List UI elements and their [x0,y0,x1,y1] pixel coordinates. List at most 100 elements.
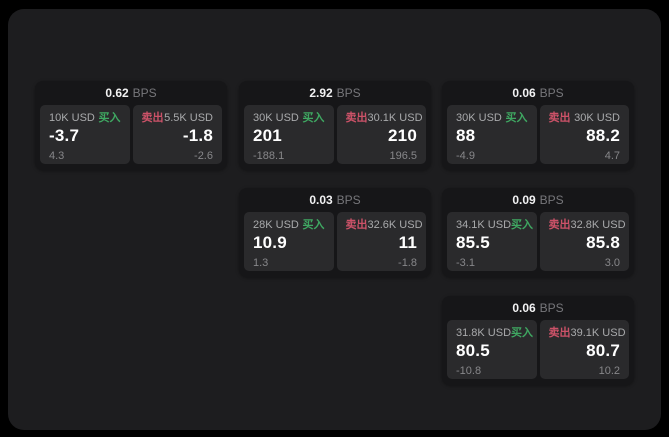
buy-panel-header: 10K USD 买入 [49,112,121,124]
buy-panel-header: 31.8K USD 买入 [456,327,533,339]
buy-amount: 10K USD [49,112,95,124]
sell-price: 85.8 [586,233,620,252]
sell-quote-panel[interactable]: 卖出 5.5K USD -1.8 -2.6 [132,105,222,164]
quote-card: 0.06 BPS 30K USD 买入 88 -4.9 卖出 30K USD 8… [442,81,634,170]
buy-price: 10.9 [253,233,287,252]
quote-card: 2.92 BPS 30K USD 买入 201 -188.1 卖出 30.1K … [239,81,431,170]
bps-header: 2.92 BPS [239,81,431,105]
bps-unit-label: BPS [336,193,361,207]
bps-header: 0.06 BPS [442,81,634,105]
buy-amount: 30K USD [456,112,502,124]
quote-panels: 28K USD 买入 10.9 1.3 卖出 32.6K USD 11 -1.8 [239,212,431,271]
sell-price: 80.7 [586,341,620,360]
sell-amount: 39.1K USD [570,327,626,339]
bps-value: 0.06 [512,86,536,100]
bps-header: 0.03 BPS [239,188,431,212]
buy-delta: -188.1 [253,150,285,162]
sell-panel-header: 卖出 30.1K USD [345,112,423,124]
sell-side-label: 卖出 [345,112,368,124]
sell-delta: -2.6 [194,150,213,162]
buy-quote-panel[interactable]: 34.1K USD 买入 85.5 -3.1 [447,212,537,271]
bps-value: 0.09 [512,193,536,207]
buy-quote-panel[interactable]: 30K USD 买入 201 -188.1 [244,105,334,164]
sell-panel-header: 卖出 32.8K USD [548,219,626,231]
buy-delta: -10.8 [456,365,482,377]
buy-side-label: 买入 [302,219,325,231]
buy-delta: 4.3 [49,150,65,162]
bps-value: 0.06 [512,301,536,315]
sell-panel-header: 卖出 39.1K USD [548,327,626,339]
buy-amount: 30K USD [253,112,299,124]
quote-panels: 30K USD 买入 88 -4.9 卖出 30K USD 88.2 4.7 [442,105,634,164]
sell-price: 11 [398,233,417,252]
sell-price: 210 [388,126,417,145]
bps-header: 0.06 BPS [442,296,634,320]
bps-unit-label: BPS [132,86,157,100]
sell-side-label: 卖出 [548,219,571,231]
buy-side-label: 买入 [302,112,325,124]
quote-card: 0.62 BPS 10K USD 买入 -3.7 4.3 卖出 5.5K USD… [35,81,227,170]
quote-card: 0.06 BPS 31.8K USD 买入 80.5 -10.8 卖出 39.1… [442,296,634,385]
sell-amount: 32.6K USD [367,219,423,231]
buy-quote-panel[interactable]: 10K USD 买入 -3.7 4.3 [40,105,130,164]
quote-panels: 34.1K USD 买入 85.5 -3.1 卖出 32.8K USD 85.8… [442,212,634,271]
buy-delta: -3.1 [456,257,475,269]
sell-quote-panel[interactable]: 卖出 30.1K USD 210 196.5 [336,105,426,164]
buy-side-label: 买入 [511,327,534,339]
sell-delta: -1.8 [398,257,417,269]
buy-price: 201 [253,126,282,145]
sell-delta: 4.7 [604,150,620,162]
quote-card: 0.03 BPS 28K USD 买入 10.9 1.3 卖出 32.6K US… [239,188,431,277]
sell-quote-panel[interactable]: 卖出 39.1K USD 80.7 10.2 [539,320,629,379]
buy-amount: 34.1K USD [456,219,512,231]
sell-delta: 196.5 [389,150,417,162]
buy-panel-header: 28K USD 买入 [253,219,325,231]
quote-panels: 30K USD 买入 201 -188.1 卖出 30.1K USD 210 1… [239,105,431,164]
sell-delta: 10.2 [598,365,620,377]
buy-side-label: 买入 [511,219,534,231]
sell-price: -1.8 [182,126,213,145]
sell-panel-header: 卖出 32.6K USD [345,219,423,231]
sell-amount: 30K USD [574,112,620,124]
bps-unit-label: BPS [539,86,564,100]
bps-value: 0.62 [105,86,129,100]
buy-amount: 31.8K USD [456,327,512,339]
sell-amount: 5.5K USD [164,112,213,124]
bps-unit-label: BPS [336,86,361,100]
sell-price: 88.2 [586,126,620,145]
buy-panel-header: 30K USD 买入 [253,112,325,124]
app-window: 0.62 BPS 10K USD 买入 -3.7 4.3 卖出 5.5K USD… [8,9,661,430]
sell-side-label: 卖出 [548,112,571,124]
buy-panel-header: 30K USD 买入 [456,112,528,124]
sell-quote-panel[interactable]: 卖出 32.8K USD 85.8 3.0 [539,212,629,271]
sell-panel-header: 卖出 5.5K USD [142,112,214,124]
bps-header: 0.09 BPS [442,188,634,212]
buy-quote-panel[interactable]: 30K USD 买入 88 -4.9 [447,105,537,164]
sell-quote-panel[interactable]: 卖出 30K USD 88.2 4.7 [539,105,629,164]
buy-price: 85.5 [456,233,490,252]
quote-panels: 10K USD 买入 -3.7 4.3 卖出 5.5K USD -1.8 -2.… [35,105,227,164]
bps-value: 2.92 [309,86,333,100]
buy-price: 88 [456,126,476,145]
sell-side-label: 卖出 [141,112,164,124]
sell-side-label: 卖出 [345,219,368,231]
buy-delta: -4.9 [456,150,475,162]
sell-panel-header: 卖出 30K USD [549,112,621,124]
sell-amount: 32.8K USD [570,219,626,231]
sell-side-label: 卖出 [548,327,571,339]
quote-panels: 31.8K USD 买入 80.5 -10.8 卖出 39.1K USD 80.… [442,320,634,379]
buy-side-label: 买入 [98,112,121,124]
buy-amount: 28K USD [253,219,299,231]
quote-card: 0.09 BPS 34.1K USD 买入 85.5 -3.1 卖出 32.8K… [442,188,634,277]
buy-delta: 1.3 [253,257,269,269]
buy-quote-panel[interactable]: 31.8K USD 买入 80.5 -10.8 [447,320,537,379]
buy-panel-header: 34.1K USD 买入 [456,219,533,231]
sell-amount: 30.1K USD [367,112,423,124]
sell-quote-panel[interactable]: 卖出 32.6K USD 11 -1.8 [336,212,426,271]
sell-delta: 3.0 [604,257,620,269]
buy-price: 80.5 [456,341,490,360]
bps-unit-label: BPS [539,193,564,207]
buy-quote-panel[interactable]: 28K USD 买入 10.9 1.3 [244,212,334,271]
buy-side-label: 买入 [505,112,528,124]
bps-unit-label: BPS [539,301,564,315]
